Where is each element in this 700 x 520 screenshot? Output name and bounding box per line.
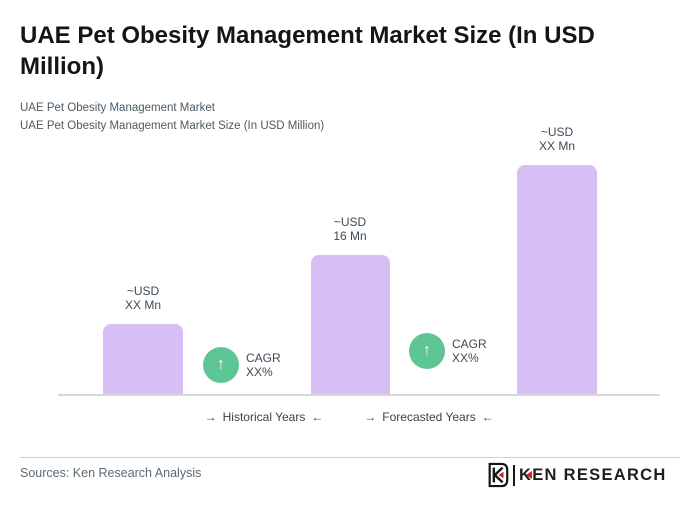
bar-label-line1: ~USD	[126, 284, 160, 298]
logo-wordmark: KEN RESEARCH	[519, 466, 667, 485]
cagr-annotation: CAGR XX%	[452, 337, 487, 365]
right-arrow-icon: →	[364, 410, 377, 424]
bar-value-label: ~USD XX Mn	[507, 125, 607, 153]
cagr-value: XX%	[452, 351, 479, 365]
page-title: UAE Pet Obesity Management Market Size (…	[20, 22, 595, 80]
logo-red-triangle-icon	[526, 470, 532, 479]
bar-historical-end	[311, 255, 390, 395]
x-axis-line	[58, 394, 660, 396]
bar-value-label: ~USD 16 Mn	[300, 215, 400, 243]
logo-divider	[513, 464, 515, 486]
axis-group-forecasted: → Forecasted Years ←	[329, 410, 529, 424]
cagr-value: XX%	[246, 365, 273, 379]
right-arrow-icon: →	[204, 410, 217, 424]
cagr-label: CAGR	[246, 351, 281, 365]
left-arrow-icon: ←	[481, 410, 494, 424]
ken-research-shield-icon	[488, 462, 509, 488]
axis-group-label: Forecasted Years	[382, 410, 476, 424]
logo-wordmark-text: KEN RESEARCH	[519, 465, 667, 484]
axis-group-label: Historical Years	[222, 410, 306, 424]
left-arrow-icon: ←	[311, 410, 324, 424]
bar-forecast	[517, 165, 597, 395]
bar-value-label: ~USD XX Mn	[93, 284, 193, 312]
axis-group-historical: → Historical Years ←	[164, 410, 364, 424]
bar-label-line2: 16 Mn	[333, 229, 367, 243]
up-arrow-glyph: ↑	[217, 356, 225, 373]
bar-label-line1: ~USD	[333, 215, 367, 229]
footer-divider	[20, 457, 680, 458]
up-arrow-circle-icon: ↑	[203, 347, 239, 383]
cagr-label: CAGR	[452, 337, 487, 351]
bar-historical-start	[103, 324, 183, 395]
up-arrow-glyph: ↑	[423, 342, 431, 359]
bar-label-line2: XX Mn	[538, 139, 575, 153]
up-arrow-circle-icon: ↑	[409, 333, 445, 369]
bar-label-line1: ~USD	[540, 125, 574, 139]
chart-subtitle-line2: UAE Pet Obesity Management Market Size (…	[20, 120, 325, 132]
cagr-annotation: CAGR XX%	[246, 351, 281, 379]
sources-note: Sources: Ken Research Analysis	[20, 466, 202, 480]
chart-subtitle-line1: UAE Pet Obesity Management Market	[20, 102, 215, 114]
chart-subtitle: UAE Pet Obesity Management Market UAE Pe…	[20, 99, 680, 135]
bar-label-line2: XX Mn	[124, 298, 161, 312]
ken-research-logo: KEN RESEARCH	[486, 461, 667, 489]
